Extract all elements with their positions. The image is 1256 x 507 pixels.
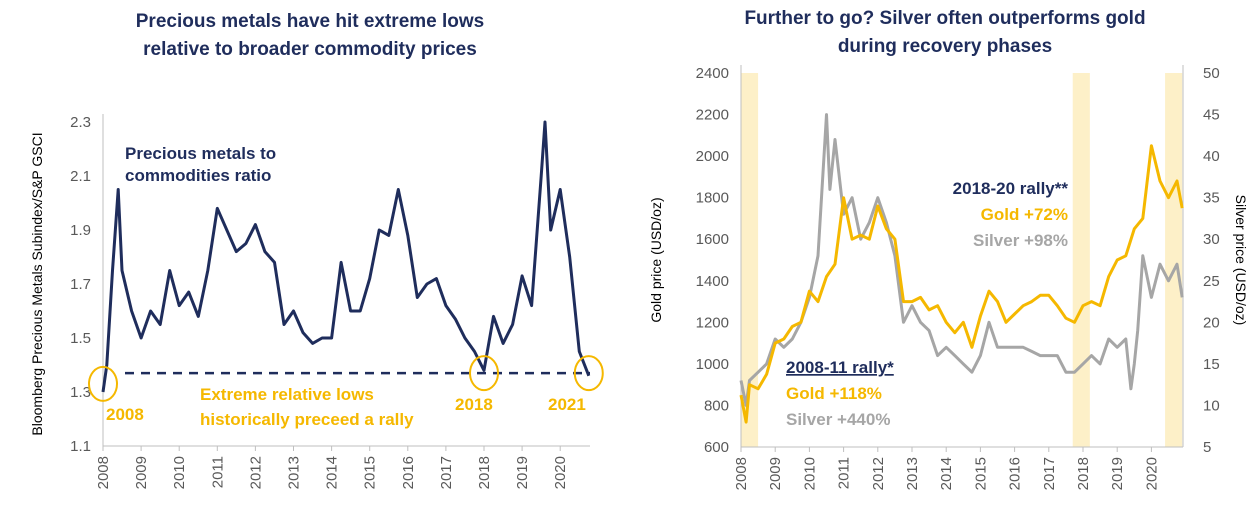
right-chart-title-line2: during recovery phases — [838, 36, 1052, 57]
x-tick-label: 2013 — [904, 457, 921, 490]
left-y-axis-label: Bloomberg Precious Metals Subindex/S&P G… — [29, 132, 45, 435]
y-tick-label: 2.3 — [70, 114, 91, 131]
y2-tick-label: 40 — [1203, 148, 1220, 165]
x-tick-label: 2010 — [171, 456, 188, 489]
left-chart: Precious metals have hit extreme lows re… — [29, 11, 604, 489]
x-tick-label: 2020 — [552, 456, 569, 489]
y-tick-label: 2.1 — [70, 168, 91, 185]
y2-tick-label: 20 — [1203, 314, 1220, 331]
x-tick-label: 2019 — [1109, 457, 1126, 490]
x-tick-label: 2009 — [133, 456, 150, 489]
x-tick-label: 2015 — [362, 456, 379, 489]
y2-tick-label: 50 — [1203, 65, 1220, 82]
x-tick-label: 2009 — [767, 457, 784, 490]
rally-2018-title: 2018-20 rally** — [953, 179, 1069, 198]
x-tick-label: 2015 — [972, 457, 989, 490]
y-tick-label: 2200 — [696, 107, 729, 124]
circle-label-2008: 2008 — [106, 405, 144, 424]
y2-tick-label: 45 — [1203, 107, 1220, 124]
x-tick-label: 2011 — [209, 456, 226, 488]
y-tick-label: 1400 — [696, 273, 729, 290]
y-tick-label: 1.7 — [70, 276, 91, 293]
y2-tick-label: 25 — [1203, 273, 1220, 290]
highlight-circle-2008 — [88, 365, 118, 402]
series-line-gold — [739, 144, 1184, 424]
left-chart-title-line1: Precious metals have hit extreme lows — [136, 11, 485, 32]
lows-label-line2: historically preceed a rally — [200, 410, 414, 429]
y-tick-label: 1200 — [696, 314, 729, 331]
highlight-circle-2021 — [573, 355, 604, 392]
y2-tick-label: 5 — [1203, 439, 1211, 456]
x-tick-label: 2008 — [733, 457, 750, 490]
y2-tick-label: 35 — [1203, 190, 1220, 207]
series-line-precious-metals-to-commodities-ratio — [101, 120, 591, 393]
x-tick-label: 2020 — [1143, 457, 1160, 490]
y-tick-label: 1.5 — [70, 330, 91, 347]
shaded-period-2 — [1165, 73, 1183, 447]
x-tick-label: 2013 — [286, 456, 303, 489]
series-label-line1: Precious metals to — [125, 144, 276, 163]
y-tick-label: 2000 — [696, 148, 729, 165]
y-tick-label: 600 — [704, 439, 729, 456]
lows-label-line1: Extreme relative lows — [200, 385, 374, 404]
right-y2-axis-label-silver: Silver price (USD/oz) — [1233, 195, 1249, 326]
y-tick-label: 800 — [704, 397, 729, 414]
x-tick-label: 2016 — [1007, 457, 1024, 490]
x-tick-label: 2010 — [801, 457, 818, 490]
series-label-line2: commodities ratio — [125, 166, 271, 185]
y-tick-label: 1000 — [696, 356, 729, 373]
y2-tick-label: 30 — [1203, 231, 1220, 248]
x-tick-label: 2018 — [476, 456, 493, 489]
x-tick-label: 2014 — [938, 457, 955, 490]
x-tick-label: 2018 — [1075, 457, 1092, 490]
x-tick-label: 2012 — [247, 456, 264, 489]
right-chart-title-line1: Further to go? Silver often outperforms … — [744, 8, 1145, 29]
y-tick-label: 1600 — [696, 231, 729, 248]
shaded-period-1 — [1072, 73, 1090, 447]
right-y-axis-label-gold: Gold price (USD/oz) — [648, 197, 664, 322]
left-chart-title-line2: relative to broader commodity prices — [143, 39, 477, 60]
y-tick-label: 1800 — [696, 190, 729, 207]
rally-2008-gold: Gold +118% — [786, 384, 882, 403]
x-tick-label: 2012 — [870, 457, 887, 490]
y2-tick-label: 10 — [1203, 397, 1220, 414]
highlight-circle-2018 — [469, 355, 499, 392]
y2-tick-label: 15 — [1203, 356, 1220, 373]
right-chart: Further to go? Silver often outperforms … — [648, 8, 1249, 490]
rally-2008-silver: Silver +440% — [786, 410, 890, 429]
series-line-silver — [739, 113, 1184, 407]
rally-2008-title: 2008-11 rally* — [786, 358, 894, 377]
rally-2018-gold: Gold +72% — [981, 205, 1068, 224]
x-tick-label: 2016 — [400, 456, 417, 489]
circle-label-2021: 2021 — [548, 395, 586, 414]
x-tick-label: 2011 — [836, 457, 853, 489]
x-tick-label: 2008 — [95, 456, 112, 489]
circle-label-2018: 2018 — [455, 395, 493, 414]
y-tick-label: 2400 — [696, 65, 729, 82]
x-tick-label: 2014 — [324, 456, 341, 489]
y-tick-label: 1.1 — [70, 438, 91, 455]
y-tick-label: 1.3 — [70, 384, 91, 401]
x-tick-label: 2017 — [1041, 457, 1058, 490]
y-tick-label: 1.9 — [70, 222, 91, 239]
x-tick-label: 2017 — [438, 456, 455, 489]
shaded-period-0 — [741, 73, 759, 447]
x-tick-label: 2019 — [514, 456, 531, 489]
rally-2018-silver: Silver +98% — [973, 231, 1068, 250]
